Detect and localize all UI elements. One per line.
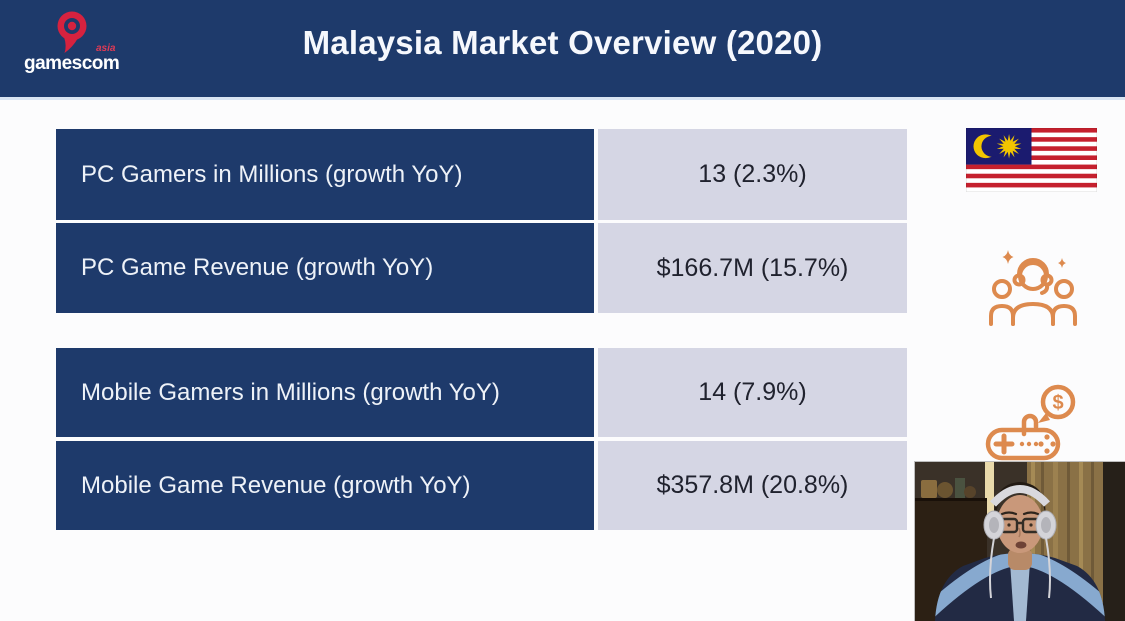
malaysia-flag-icon [966, 128, 1097, 192]
presenter-webcam [915, 462, 1125, 621]
dollar-symbol: $ [1052, 392, 1063, 414]
presenter-figure [935, 482, 1105, 621]
sparkle-icon [1058, 258, 1066, 268]
controller-money-icon: $ [985, 384, 1076, 461]
stat-label-mobile-gamers: Mobile Gamers in Millions (growth YoY) [56, 348, 594, 437]
logo-region-label: asia [96, 43, 116, 54]
logo-brand-label: gamescom [24, 53, 120, 74]
stat-label-pc-revenue: PC Game Revenue (growth YoY) [56, 223, 594, 313]
sparkle-icon [1002, 250, 1014, 264]
stat-value-mobile-revenue: $357.8M (20.8%) [598, 441, 907, 530]
stat-value-pc-gamers: 13 (2.3%) [598, 129, 907, 220]
gamers-community-icon [989, 250, 1077, 326]
gamescom-pin-icon [57, 11, 87, 53]
slide-title: Malaysia Market Overview (2020) [302, 24, 823, 61]
stat-label-mobile-revenue: Mobile Game Revenue (growth YoY) [56, 441, 594, 530]
gamescom-asia-logo: asia gamescom [24, 6, 144, 76]
headphones [983, 485, 1057, 599]
stat-label-pc-gamers: PC Gamers in Millions (growth YoY) [56, 129, 594, 220]
stat-value-pc-revenue: $166.7M (15.7%) [598, 223, 907, 313]
stat-value-mobile-gamers: 14 (7.9%) [598, 348, 907, 437]
slide-header: asia gamescom Malaysia Market Overview (… [0, 0, 1125, 100]
